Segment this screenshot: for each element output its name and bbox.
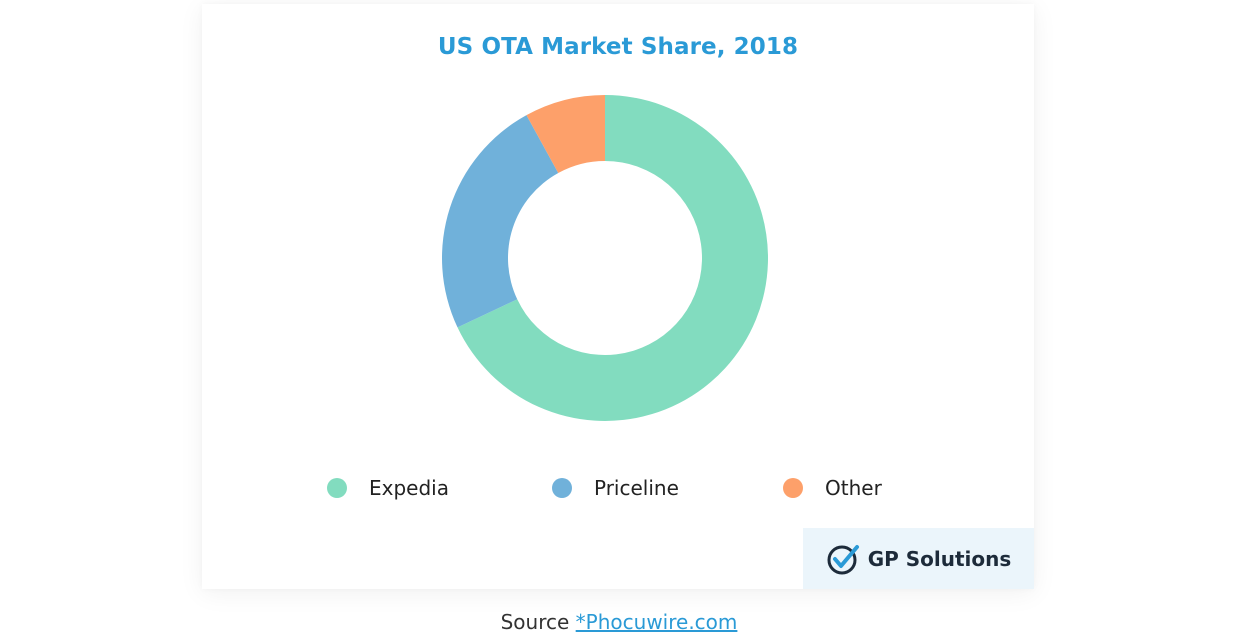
legend-swatch-expedia xyxy=(327,478,347,498)
legend-swatch-other xyxy=(783,478,803,498)
legend-label-expedia: Expedia xyxy=(369,476,449,500)
donut-slice-other[interactable] xyxy=(526,95,605,173)
brand-logo-box: GP Solutions xyxy=(803,528,1034,589)
brand-name: GP Solutions xyxy=(867,546,1012,571)
legend-swatch-priceline xyxy=(552,478,572,498)
legend-label-other: Other xyxy=(825,476,882,500)
donut-chart xyxy=(442,95,768,421)
source-link[interactable]: *Phocuwire.com xyxy=(575,610,738,634)
chart-card: US OTA Market Share, 2018 Expedia Pricel… xyxy=(202,4,1034,589)
donut-slices xyxy=(442,95,768,421)
legend-item-expedia[interactable]: Expedia xyxy=(327,476,449,500)
donut-slice-expedia[interactable] xyxy=(457,95,768,421)
legend-label-priceline: Priceline xyxy=(594,476,679,500)
legend-item-priceline[interactable]: Priceline xyxy=(552,476,679,500)
check-circle-icon xyxy=(827,544,859,574)
source-line: Source *Phocuwire.com xyxy=(0,610,1238,634)
chart-title: US OTA Market Share, 2018 xyxy=(437,34,799,60)
donut-slice-priceline[interactable] xyxy=(442,115,559,328)
legend-item-other[interactable]: Other xyxy=(783,476,882,500)
source-label: Source xyxy=(500,610,570,634)
